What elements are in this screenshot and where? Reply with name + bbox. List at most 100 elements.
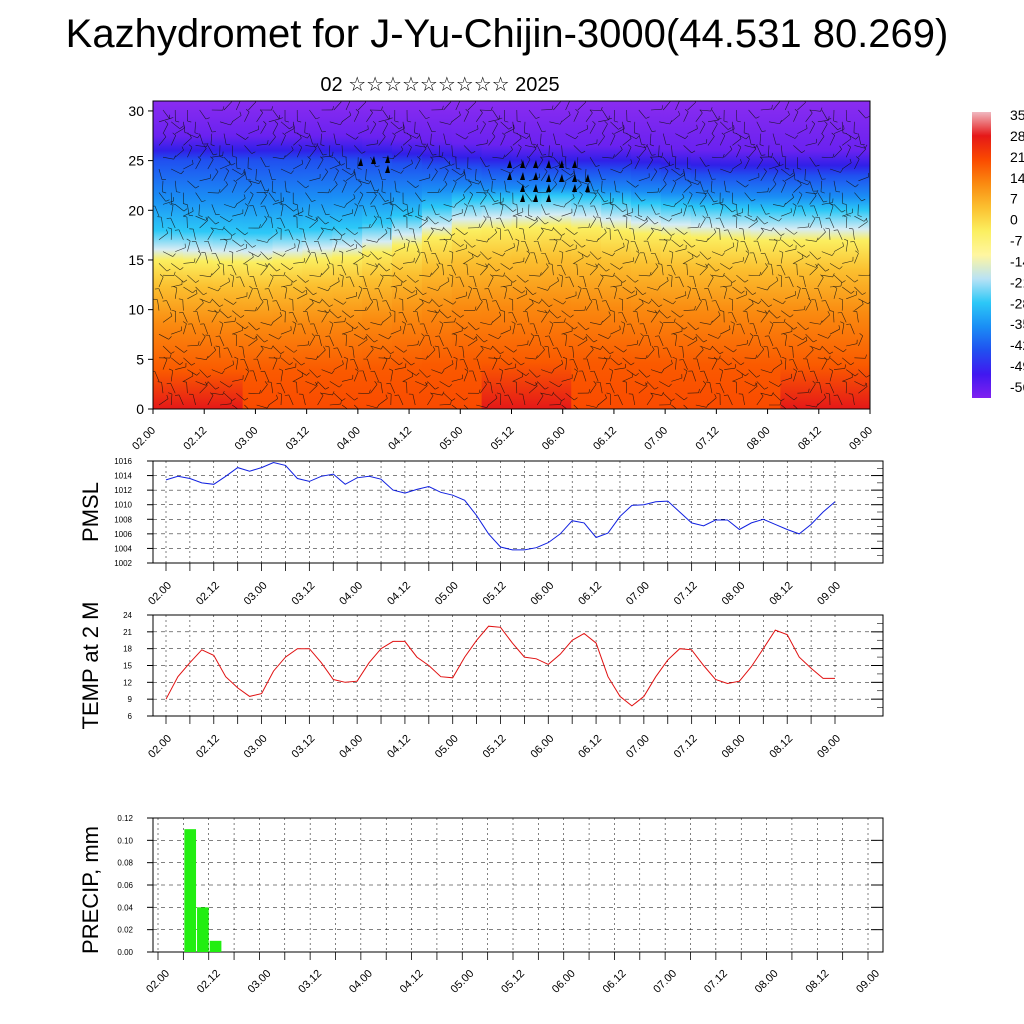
wind-barb-feather (622, 203, 627, 205)
wind-barb (305, 381, 316, 386)
wind-barb (821, 109, 828, 120)
wind-barb (695, 192, 707, 194)
wind-barb-feather (197, 156, 202, 160)
wind-barb (390, 263, 401, 270)
wind-barb (260, 345, 272, 350)
wind-barb-feather (173, 271, 176, 276)
wind-barb (183, 375, 194, 382)
wind-barb-feather (778, 383, 782, 387)
wind-barb (309, 336, 316, 347)
y-tick-label: 0.12 (117, 814, 133, 823)
wind-barb-feather (333, 347, 338, 349)
wind-barb (418, 109, 427, 119)
wind-barb (450, 265, 457, 276)
wind-barb (598, 288, 603, 299)
wind-barb-feather (503, 272, 506, 277)
wind-barb (463, 168, 467, 180)
wind-barb (854, 192, 862, 202)
wind-barb (683, 111, 689, 122)
wind-barb (650, 227, 662, 232)
wind-barb (175, 345, 185, 353)
wind-barb (768, 310, 778, 319)
field-column (511, 101, 543, 409)
wind-barb (345, 197, 356, 205)
wind-barb (378, 276, 384, 288)
wind-barb (232, 168, 242, 175)
wind-barb (736, 294, 747, 300)
wind-barb (829, 263, 840, 270)
wind-barb-feather (215, 335, 220, 337)
field-column (182, 101, 214, 409)
wind-barb (781, 211, 792, 217)
wind-barb (455, 227, 465, 235)
wind-barb-feather (506, 191, 511, 193)
wind-barb (260, 322, 272, 326)
wind-barb (682, 346, 684, 358)
wind-barb (821, 359, 828, 370)
wind-barb (573, 205, 578, 217)
wind-barb-feather (362, 245, 366, 248)
wind-barb (439, 121, 451, 125)
wind-barb-feather (157, 381, 162, 383)
wind-barb (622, 357, 632, 366)
wind-barb (528, 336, 535, 347)
wind-barb (305, 286, 314, 296)
wind-barb-feather (524, 279, 529, 283)
wind-barb (236, 133, 246, 140)
wind-barb-feather (259, 389, 261, 394)
wind-barb (341, 310, 351, 318)
field-column (242, 101, 274, 409)
wind-barb (522, 228, 526, 240)
wind-barb-feather (441, 369, 445, 374)
wind-barb (675, 101, 680, 111)
wind-barb-feather (850, 362, 855, 366)
wind-barb (358, 339, 368, 347)
wind-barb-feather (582, 411, 585, 413)
wind-barb (479, 384, 487, 394)
wind-barb-feather (337, 264, 342, 267)
wind-barb-feather (753, 145, 757, 150)
wind-barb (341, 115, 352, 123)
wind-barb-feather (657, 309, 660, 314)
wind-barb (451, 114, 461, 123)
wind-barb (431, 227, 443, 231)
wind-barb (504, 246, 515, 252)
wind-barb (232, 310, 241, 318)
wind-barb (382, 123, 389, 134)
wind-barb (809, 251, 818, 260)
wind-barb-feather (751, 199, 756, 202)
wind-barb-feather (779, 164, 784, 167)
wind-barb (317, 121, 323, 133)
wind-barb (280, 135, 286, 146)
wind-barb (553, 101, 561, 111)
wind-barb (833, 204, 842, 213)
wind-barb-feather (744, 132, 749, 135)
wind-barb (199, 274, 211, 278)
wind-barb-feather (165, 199, 170, 202)
wind-barb (272, 345, 281, 354)
wind-barb-feather (607, 117, 612, 120)
wind-barb (325, 253, 331, 264)
wind-barb (370, 251, 379, 260)
wind-barb (724, 128, 735, 134)
wind-barb-feather (271, 106, 273, 111)
wind-barb (744, 286, 753, 295)
wind-barb-feather (560, 400, 562, 405)
wind-barb-feather (715, 227, 720, 230)
wind-barb (671, 182, 677, 193)
wind-barb (374, 205, 379, 217)
wind-barb (724, 246, 735, 252)
wind-barb (683, 333, 694, 341)
wind-barb (736, 274, 746, 283)
wind-barb (805, 349, 814, 359)
wind-barb (431, 204, 436, 215)
x-tick-label: 04.00 (347, 968, 375, 996)
wind-barb (455, 248, 467, 252)
wind-barb (154, 371, 160, 382)
wind-barb-feather (812, 380, 816, 385)
wind-barb (742, 394, 745, 406)
wind-barb (280, 383, 286, 394)
wind-barb (785, 392, 795, 401)
wind-barb (658, 323, 664, 335)
wind-barb (561, 182, 567, 193)
